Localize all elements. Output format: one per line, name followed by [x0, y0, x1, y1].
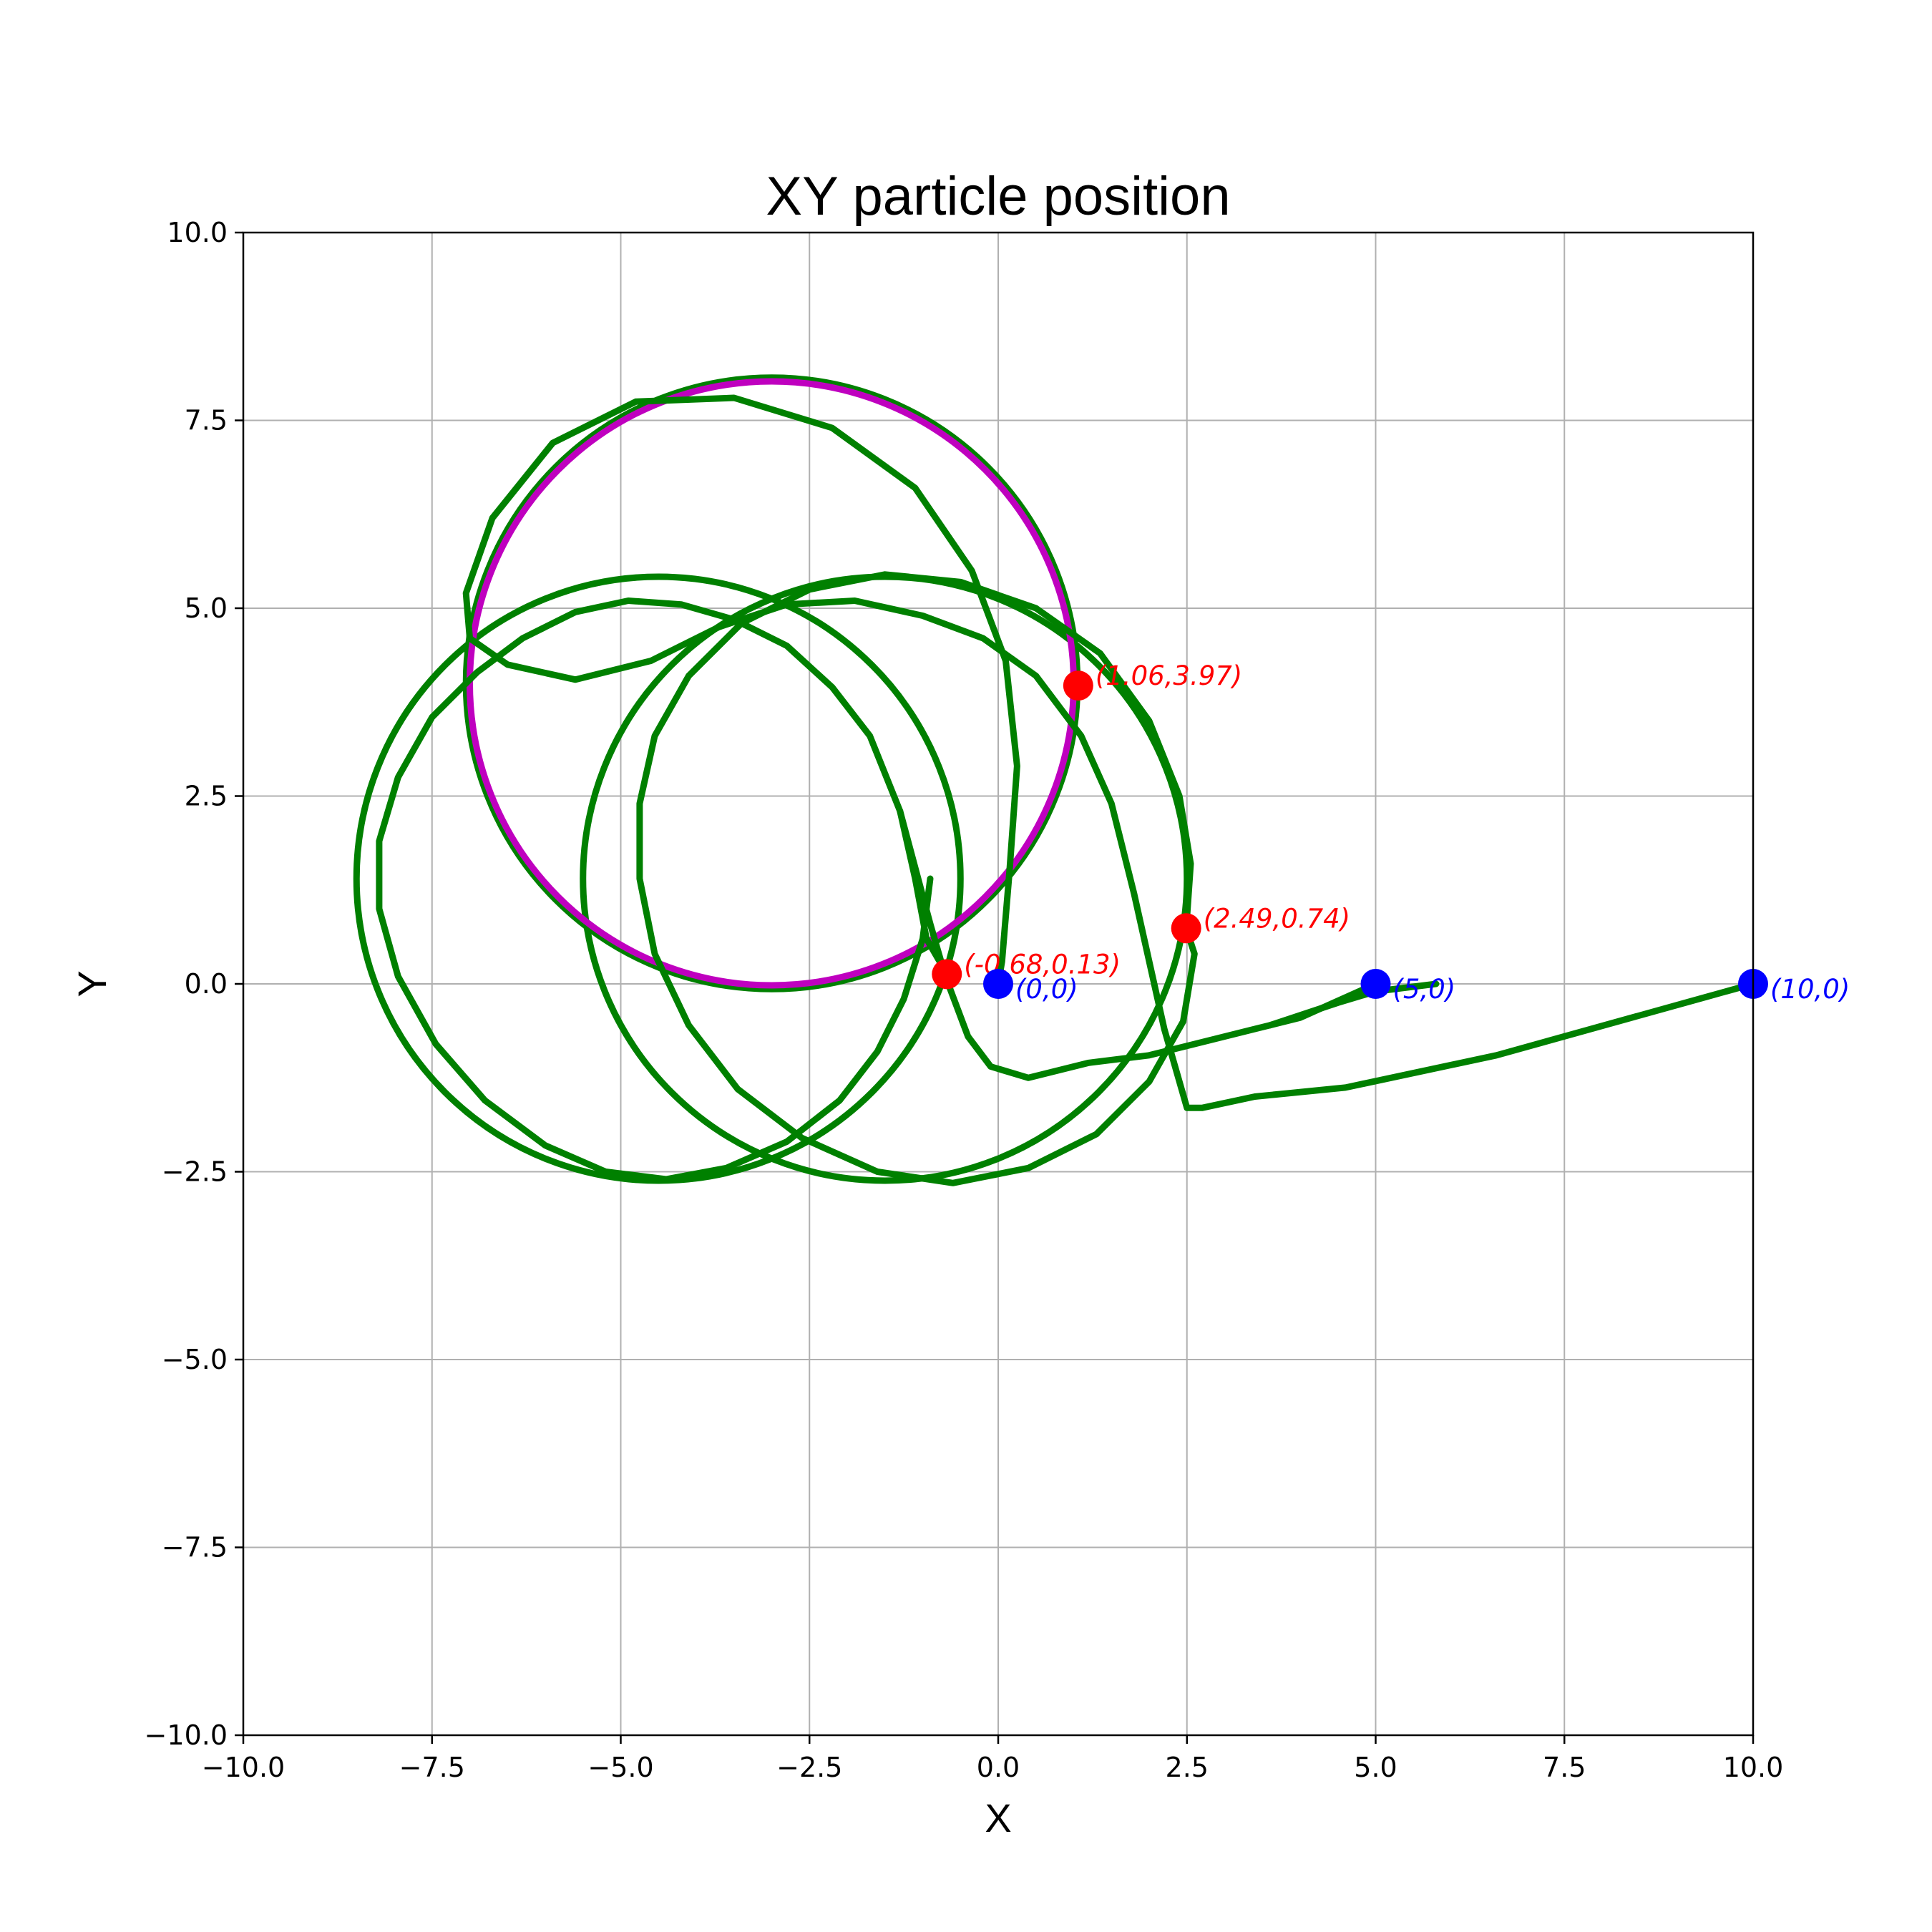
position-label-4: (5,0) — [1393, 974, 1456, 1005]
position-marker-0 — [1063, 670, 1093, 701]
x-tick-label: 2.5 — [1166, 1752, 1209, 1783]
x-tick-label: 5.0 — [1354, 1752, 1397, 1783]
y-tick-label: −10.0 — [145, 1719, 228, 1751]
ticks: −10.0 −7.5 −5.0 −2.5 0.0 2.5 5.0 7.5 10.0 −10.0 −7… — [145, 217, 1784, 1783]
position-marker-4 — [1360, 969, 1391, 999]
trajectory-line-2 — [897, 808, 950, 977]
x-tick-label: −7.5 — [399, 1752, 465, 1783]
position-label-0: (1.06,3.97) — [1096, 660, 1242, 691]
x-tick-label: −10.0 — [202, 1752, 285, 1783]
position-label-1: (2.49,0.74) — [1204, 903, 1350, 934]
x-tick-label: 0.0 — [977, 1752, 1020, 1783]
x-axis-label: X — [985, 1795, 1011, 1840]
position-label-5: (10,0) — [1770, 974, 1850, 1005]
y-tick-label: 7.5 — [185, 405, 228, 436]
trajectory-line-0 — [462, 394, 1757, 1111]
x-tick-label: −5.0 — [587, 1752, 653, 1783]
x-tick-label: −2.5 — [776, 1752, 842, 1783]
y-tick-label: −2.5 — [162, 1156, 228, 1188]
position-marker-2 — [932, 959, 962, 990]
y-axis-label: Y — [69, 970, 114, 997]
y-tick-label: −5.0 — [162, 1344, 228, 1375]
position-marker-3 — [983, 969, 1013, 999]
trajectory-line-3 — [636, 571, 1198, 1186]
trajectory-line-1 — [376, 597, 1379, 1183]
trajectory-line-4 — [1267, 980, 1440, 1029]
chart-title: XY particle position — [766, 166, 1230, 227]
position-marker-1 — [1171, 913, 1201, 944]
x-tick-label: 10.0 — [1723, 1752, 1784, 1783]
y-tick-label: 2.5 — [185, 781, 228, 812]
x-tick-label: 7.5 — [1543, 1752, 1586, 1783]
y-tick-label: 0.0 — [185, 968, 228, 1000]
plot-area: (1.06,3.97)(2.49,0.74)(-0.68,0.13)(0,0)(… — [353, 374, 1850, 1186]
y-tick-label: −7.5 — [162, 1532, 228, 1563]
position-label-3: (0,0) — [1015, 974, 1078, 1005]
y-tick-label: 10.0 — [167, 217, 228, 248]
y-tick-label: 5.0 — [185, 592, 228, 624]
